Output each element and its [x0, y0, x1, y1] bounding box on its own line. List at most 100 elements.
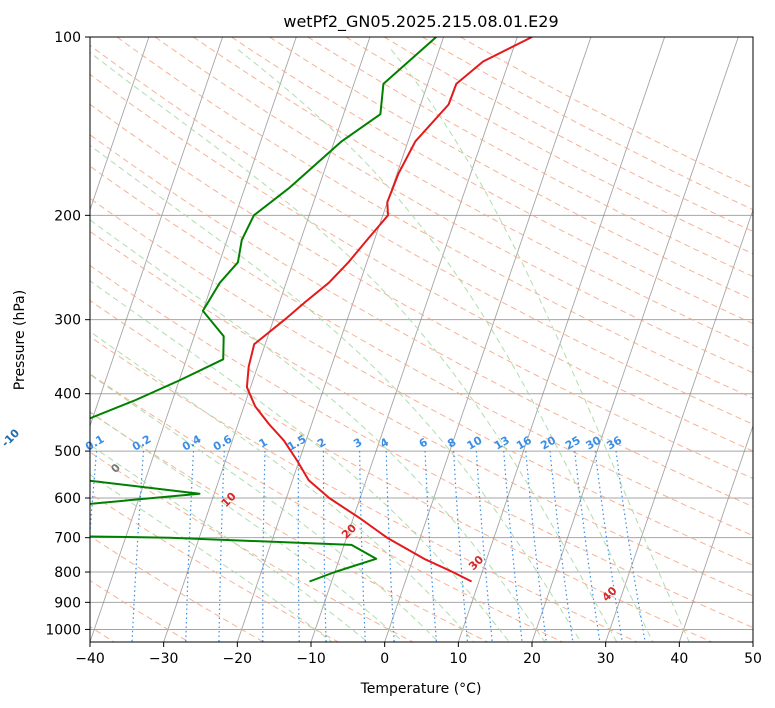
dry-adiabat-label: 0 — [108, 461, 123, 476]
mixing-ratio-line — [218, 451, 225, 642]
isotherm-line — [678, 424, 753, 642]
y-tick-label: 100 — [54, 30, 81, 46]
dry-adiabat-line — [90, 336, 638, 642]
mixing-ratio-line — [185, 451, 195, 642]
y-tick-label: 600 — [54, 491, 81, 507]
mixing-ratio-label: 36 — [604, 433, 624, 452]
x-tick-label: 40 — [670, 651, 688, 667]
y-axis: 100 200 300 400 500 600 700 800 900 1000 — [45, 30, 90, 638]
isotherm-line — [752, 640, 753, 642]
dry-adiabat-line — [90, 264, 753, 629]
mixing-ratio-label: 4 — [378, 435, 391, 450]
isotherm-line — [384, 37, 592, 642]
mixing-ratio-label: 13 — [492, 434, 512, 453]
dry-adiabat-line — [90, 299, 712, 642]
moist-adiabat-line — [237, 49, 654, 642]
mixing-ratio-label: 1.5 — [285, 433, 308, 454]
moist-adiabat-line — [90, 144, 582, 642]
x-tick-label: −10 — [296, 651, 326, 667]
x-tick-label: 0 — [380, 651, 389, 667]
dry-adiabat-line — [90, 230, 753, 597]
mixing-ratio-label: 8 — [445, 436, 458, 451]
x-tick-label: 30 — [597, 651, 615, 667]
mixing-ratio-label: 0.6 — [211, 432, 235, 453]
mixing-ratio-line — [424, 451, 437, 642]
isotherm-line — [90, 37, 224, 428]
x-tick-label: 20 — [523, 651, 541, 667]
mixing-ratio-line — [359, 451, 366, 642]
plot-frame — [89, 36, 754, 643]
mixing-ratio-line — [297, 451, 300, 642]
dewpoint-profile-line — [90, 37, 437, 583]
dry-adiabat-line — [269, 37, 753, 301]
mixing-ratio-line — [503, 451, 523, 642]
isotherm-line — [531, 37, 739, 642]
dry-adiabat-line — [154, 37, 753, 374]
isotherm-line — [90, 37, 150, 212]
plot-area — [0, 37, 753, 642]
dry-adiabat-line — [90, 73, 753, 452]
x-tick-label: −40 — [75, 651, 105, 667]
mixing-ratio-line — [90, 451, 98, 539]
mixing-ratio-label: 25 — [563, 434, 583, 453]
chart-title: wetPf2_GN05.2025.215.08.01.E29 — [283, 12, 558, 32]
x-tick-label: 50 — [744, 651, 762, 667]
mixing-ratio-label: 0.1 — [83, 433, 106, 454]
x-tick-label: 10 — [449, 651, 467, 667]
mixing-ratio-line — [385, 451, 395, 642]
y-tick-label: 1000 — [45, 622, 81, 638]
temperature-profile-line — [245, 37, 533, 583]
y-tick-label: 300 — [54, 313, 81, 329]
dry-adiabat-line — [90, 134, 753, 508]
mixing-ratio-line — [453, 451, 469, 642]
mixing-ratio-line — [475, 451, 493, 642]
moist-adiabat-line — [90, 474, 333, 642]
y-tick-label: 900 — [54, 595, 81, 611]
isopleth-labels: 0.10.20.40.611.52346810131620253036-100-… — [0, 426, 624, 604]
mixing-ratio-line — [574, 451, 601, 642]
dry-adiabat-line — [90, 492, 339, 642]
moist-adiabat-line — [90, 280, 510, 642]
x-axis: −40 −30 −20 −10 0 10 20 30 40 50 — [75, 642, 762, 667]
mixing-ratio-label: 2 — [315, 436, 328, 451]
mixing-ratio-line — [549, 451, 574, 642]
dry-adiabat-line — [90, 44, 753, 425]
y-tick-label: 700 — [54, 531, 81, 547]
mixing-ratio-line — [262, 451, 266, 642]
x-axis-label: Temperature (°C) — [360, 681, 482, 697]
isotherm-line — [90, 37, 297, 642]
mixing-ratio-label: 10 — [465, 433, 485, 452]
y-axis-label: Pressure (hPa) — [12, 290, 28, 390]
y-tick-label: 400 — [54, 387, 81, 403]
y-tick-label: 800 — [54, 565, 81, 581]
dry-adiabat-label: 20 — [339, 521, 359, 541]
dry-adiabat-line — [345, 37, 753, 255]
mixing-ratio-label: 0.2 — [130, 433, 153, 454]
dry-adiabat-line — [90, 197, 753, 567]
dry-adiabat-label: 10 — [219, 490, 239, 510]
mixing-ratio-line — [525, 451, 547, 642]
dry-adiabat-line — [193, 37, 753, 349]
moist-adiabat-line — [90, 444, 369, 642]
mixing-ratio-line — [615, 451, 646, 642]
x-tick-label: −20 — [223, 651, 253, 667]
dry-adiabat-label: 40 — [600, 584, 620, 604]
dry-adiabat-line — [90, 103, 753, 480]
moist-adiabat-line — [90, 219, 546, 642]
y-tick-label: 200 — [54, 208, 81, 224]
isotherm-line — [0, 37, 2, 642]
mixing-ratio-line — [131, 451, 145, 642]
mixing-ratio-label: 3 — [351, 436, 364, 451]
isotherm-line — [457, 37, 666, 642]
y-tick-label: 500 — [54, 444, 81, 460]
mixing-ratio-line — [594, 451, 623, 642]
dry-adiabat-line — [383, 37, 753, 233]
isotherm-line — [163, 37, 371, 642]
dry-adiabat-line — [90, 373, 563, 642]
dry-adiabat-line — [90, 451, 414, 642]
moist-adiabat-line — [90, 330, 475, 642]
moist-adiabat-line — [90, 51, 618, 642]
moist-adiabat-line — [390, 49, 690, 642]
dry-adiabat-label: -10 — [0, 426, 22, 449]
